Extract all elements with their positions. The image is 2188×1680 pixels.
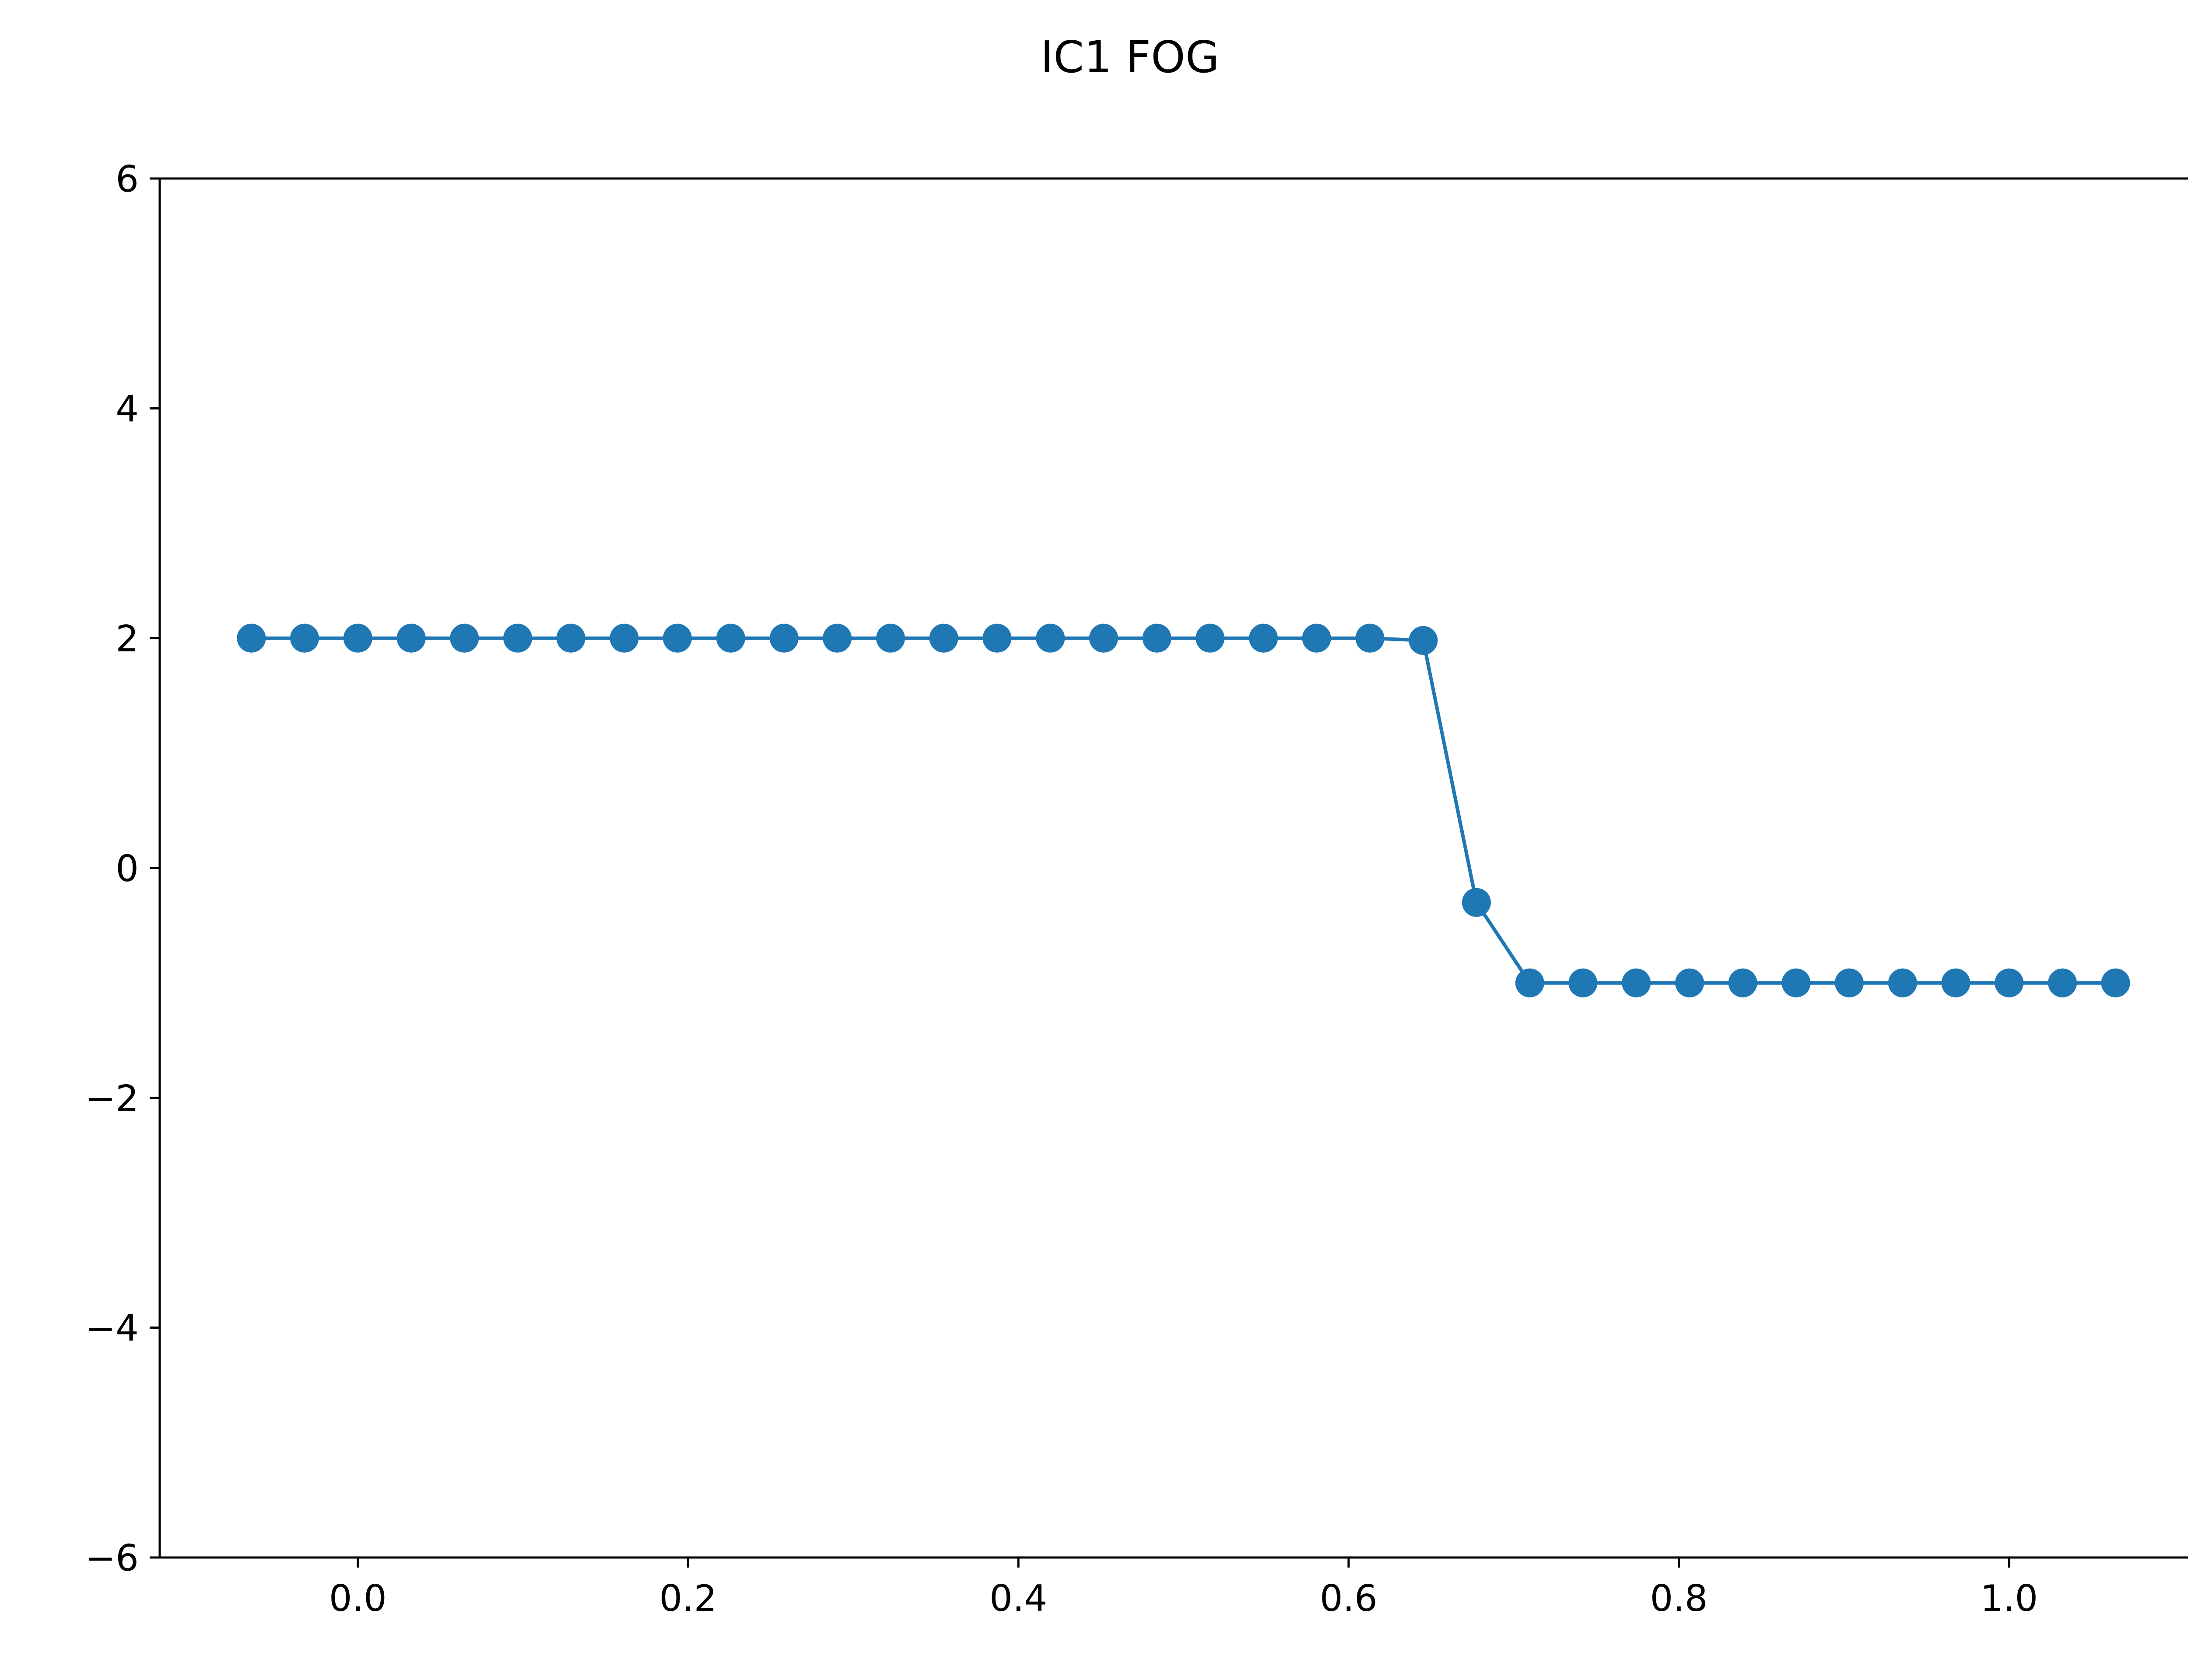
data-point [1089, 623, 1118, 653]
data-point [1622, 968, 1651, 998]
data-point [290, 623, 319, 653]
data-point [237, 623, 266, 653]
data-point [2101, 968, 2130, 998]
data-point [450, 623, 479, 653]
data-point [1302, 623, 1331, 653]
y-tick-label: 2 [116, 618, 139, 660]
y-tick-label: 6 [116, 158, 139, 200]
y-tick-label: −2 [85, 1077, 139, 1120]
data-point [876, 623, 905, 653]
y-tick-label: 0 [116, 847, 139, 890]
data-point [1941, 968, 1971, 998]
y-tick-label: −4 [85, 1307, 139, 1350]
x-tick-label: 0.4 [989, 1577, 1047, 1620]
x-tick-label: 0.8 [1650, 1577, 1708, 1620]
data-point [343, 623, 372, 653]
data-point [1995, 968, 2024, 998]
data-point [2048, 968, 2077, 998]
data-point [503, 623, 533, 653]
axis-ticks: 0.0 0.2 0.4 0.6 0.8 1.0 −6 −4 −2 0 2 4 6 [85, 158, 2038, 1620]
data-point [1568, 968, 1598, 998]
data-point [1249, 623, 1278, 653]
x-tick-label: 0.0 [329, 1577, 387, 1620]
data-point [1781, 968, 1811, 998]
data-point [396, 623, 426, 653]
data-point [1515, 968, 1544, 998]
chart-title: IC1 FOG [1041, 32, 1219, 83]
series-layer [237, 623, 2130, 998]
data-point [823, 623, 852, 653]
data-point [929, 623, 958, 653]
data-point [1675, 968, 1704, 998]
data-point [1728, 968, 1757, 998]
data-point [663, 623, 692, 653]
data-point [716, 623, 745, 653]
y-tick-label: −6 [85, 1537, 139, 1579]
data-point [769, 623, 799, 653]
data-point [1196, 623, 1225, 653]
series-line [251, 636, 2116, 985]
x-tick-label: 1.0 [1980, 1577, 2038, 1620]
data-point [1834, 968, 1864, 998]
plot-frame [158, 177, 2188, 1559]
data-point [610, 623, 639, 653]
x-tick-label: 0.2 [659, 1577, 717, 1620]
data-point [1409, 626, 1438, 655]
x-tick-label: 0.6 [1320, 1577, 1378, 1620]
y-tick-label: 4 [116, 388, 139, 430]
data-point [1888, 968, 1917, 998]
data-point [1142, 623, 1171, 653]
data-point [1462, 888, 1491, 917]
data-point [982, 623, 1012, 653]
data-point [556, 623, 586, 653]
data-point [1036, 623, 1065, 653]
data-point [1355, 623, 1385, 653]
